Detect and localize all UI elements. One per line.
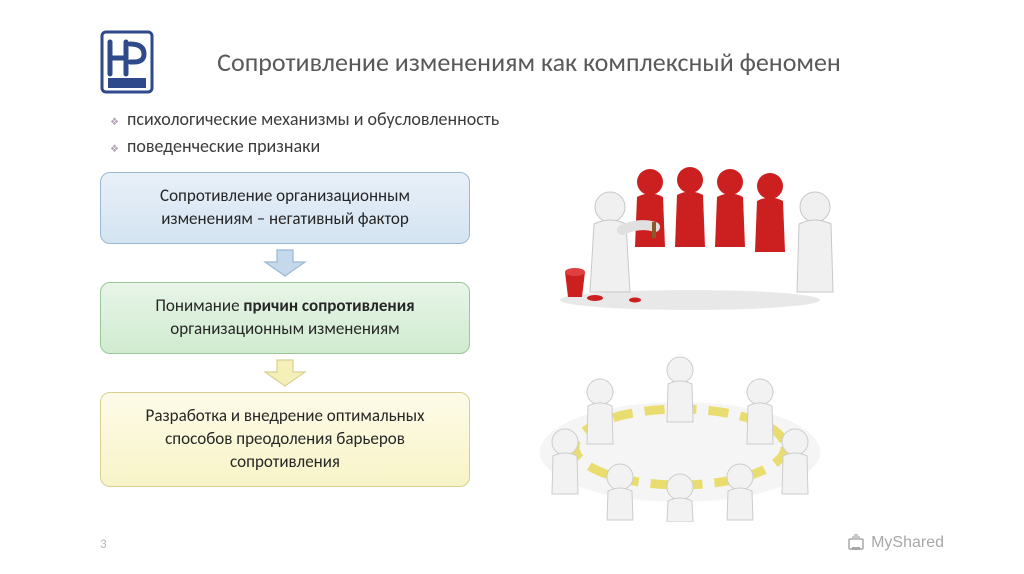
hse-logo bbox=[100, 30, 154, 94]
flow-box-3: Разработка и внедрение оптимальных спосо… bbox=[100, 392, 470, 487]
illustration-area bbox=[500, 172, 934, 487]
flow-box-text: Понимание причин сопротивления организац… bbox=[155, 295, 414, 339]
page-number: 3 bbox=[100, 537, 107, 552]
painter-illustration bbox=[540, 152, 840, 317]
flow-arrow bbox=[263, 244, 307, 282]
watermark-icon bbox=[847, 534, 865, 552]
bullet-text: поведенческие признаки bbox=[127, 133, 320, 160]
slide-title: Сопротивление изменениям как комплексный… bbox=[174, 46, 934, 79]
watermark: MyShared bbox=[847, 534, 944, 552]
slide-root: Сопротивление изменениям как комплексный… bbox=[0, 0, 1024, 574]
bullet-diamond-icon: ❖ bbox=[110, 141, 119, 156]
flow-box-text: Разработка и внедрение оптимальных спосо… bbox=[146, 405, 425, 472]
bullet-item: ❖ психологические механизмы и обусловлен… bbox=[110, 106, 934, 133]
watermark-text: MyShared bbox=[871, 534, 944, 552]
circle-illustration bbox=[520, 322, 840, 527]
flow-column: Сопротивление организационным изменениям… bbox=[100, 172, 470, 487]
flow-arrow bbox=[263, 354, 307, 392]
content-row: Сопротивление организационным изменениям… bbox=[100, 172, 934, 487]
bullet-diamond-icon: ❖ bbox=[110, 114, 119, 129]
flow-box-text: Сопротивление организационным изменениям… bbox=[160, 185, 410, 229]
flow-box-2: Понимание причин сопротивления организац… bbox=[100, 282, 470, 354]
header: Сопротивление изменениям как комплексный… bbox=[100, 30, 934, 94]
flow-box-1: Сопротивление организационным изменениям… bbox=[100, 172, 470, 244]
bullet-text: психологические механизмы и обусловленно… bbox=[127, 106, 499, 133]
